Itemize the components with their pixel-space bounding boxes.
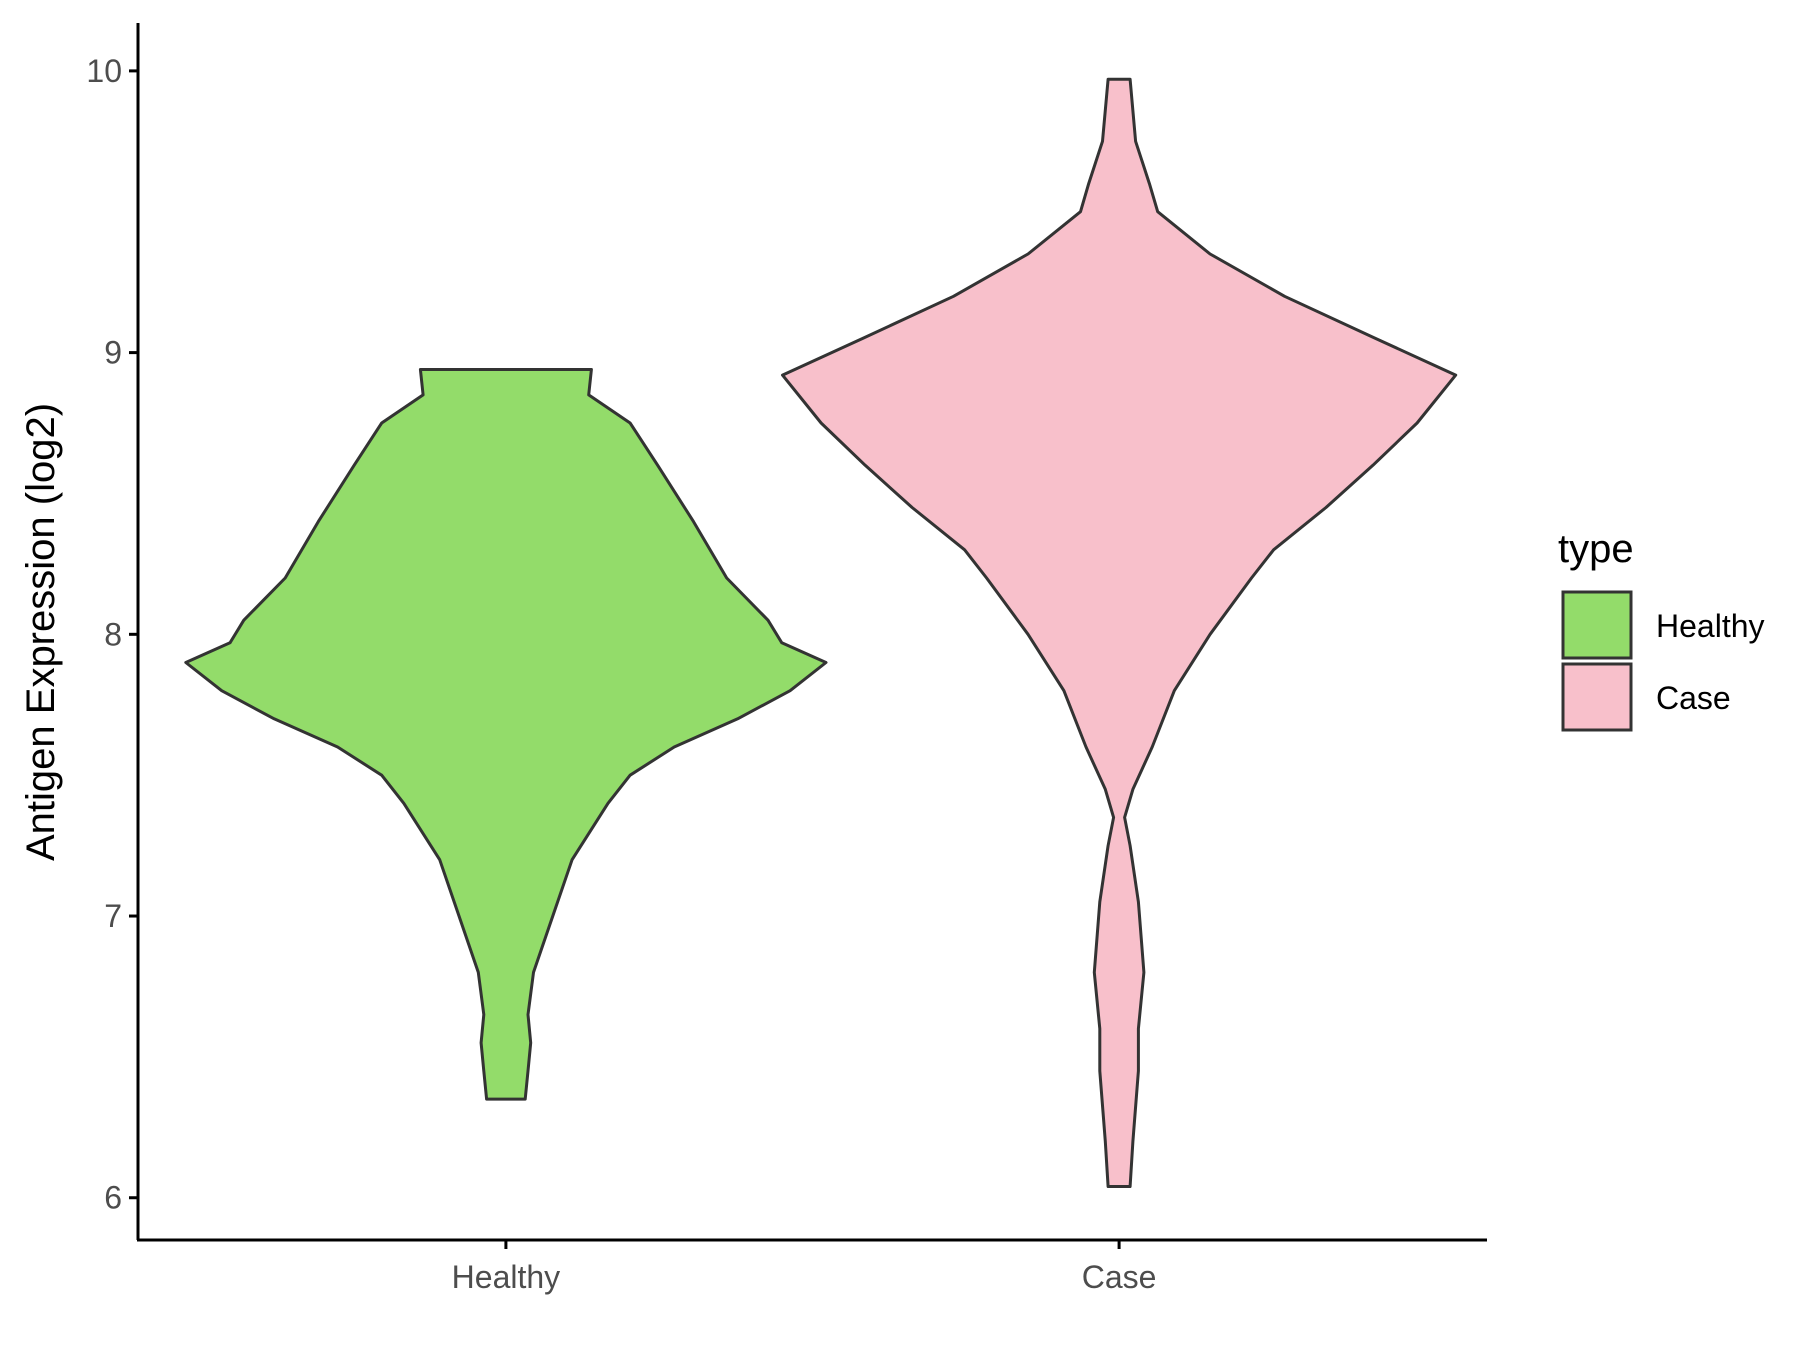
x-axis-ticks: Healthy Case: [452, 1240, 1157, 1295]
y-tick-label: 9: [104, 335, 122, 371]
y-axis-title: Antigen Expression (log2): [19, 403, 63, 861]
x-tick-label: Case: [1082, 1259, 1157, 1295]
legend: type Healthy Case: [1558, 527, 1765, 732]
legend-key-case: [1561, 662, 1633, 732]
x-tick-label: Healthy: [452, 1259, 561, 1295]
y-axis-ticks: 6 7 8 9 10: [86, 53, 138, 1216]
legend-label-case: Case: [1656, 680, 1731, 716]
violin-layer: [184, 77, 1458, 1188]
y-tick-label: 7: [104, 898, 122, 934]
y-tick-label: 6: [104, 1180, 122, 1216]
legend-label-healthy: Healthy: [1656, 608, 1765, 644]
legend-title: type: [1558, 527, 1634, 571]
y-tick-label: 10: [86, 53, 122, 89]
violin-healthy: [184, 368, 828, 1101]
legend-items: Healthy Case: [1561, 590, 1765, 732]
violin-case: [781, 77, 1458, 1188]
y-tick-label: 8: [104, 616, 122, 652]
legend-key-healthy: [1561, 590, 1633, 660]
